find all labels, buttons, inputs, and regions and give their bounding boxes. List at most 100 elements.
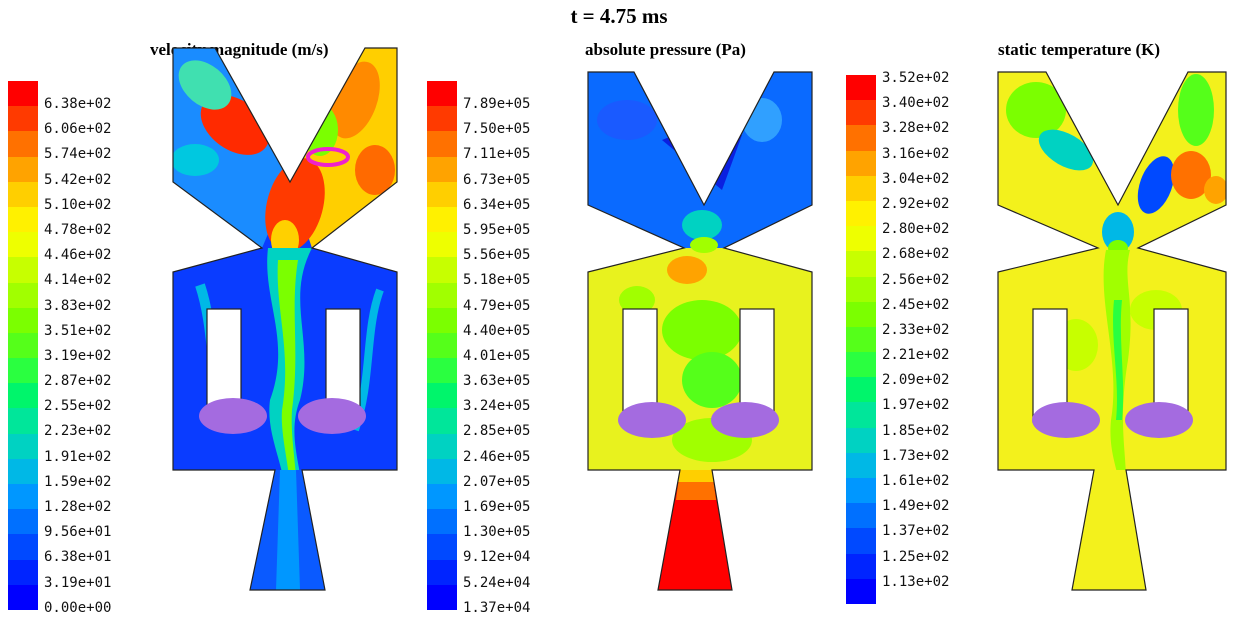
colorbar-tick-label: 2.21e+02 [882, 347, 950, 364]
velocity-panel: velocity magnitude (m/s) 6.38e+02 6.06e+0… [0, 0, 412, 616]
colorbar-swatch [427, 106, 457, 132]
colorbar-swatch [427, 332, 457, 359]
velocity-contour-plot [172, 47, 398, 591]
colorbar-tick-label: 5.10e+02 [44, 196, 112, 213]
colorbar-tick-label: 2.45e+02 [882, 296, 950, 313]
colorbar-swatch [427, 383, 457, 409]
colorbar-swatch [8, 307, 38, 333]
colorbar-swatch [427, 282, 457, 308]
colorbar-tick-label: 7.11e+05 [463, 146, 531, 163]
temperature-panel-title: static temperature (K) [998, 40, 1161, 59]
colorbar-tick-label: 3.63e+05 [463, 373, 531, 390]
colorbar-tick-label: 3.52e+02 [882, 70, 950, 86]
colorbar-swatch [846, 175, 876, 201]
colorbar-swatch [846, 200, 876, 227]
colorbar-tick-label: 6.34e+05 [463, 196, 531, 213]
colorbar-tick-label: 0.00e+00 [44, 599, 112, 616]
colorbar-tick-label: 3.19e+02 [44, 347, 112, 364]
colorbar-tick-label: 7.50e+05 [463, 121, 531, 138]
colorbar-tick-label: 1.59e+02 [44, 473, 112, 490]
colorbar-tick-label: 2.56e+02 [882, 271, 950, 288]
temperature-colorbar-ticks: 3.52e+02 3.40e+02 3.28e+02 3.16e+02 3.04e+02… [882, 66, 949, 595]
colorbar-tick-label: 2.87e+02 [44, 373, 112, 390]
colorbar-swatch [846, 553, 876, 579]
pressure-panel: absolute pressure (Pa) 7.89e+05 7.50e+05 7… [412, 0, 824, 616]
colorbar-tick-label: 5.18e+05 [463, 272, 531, 289]
colorbar-swatch [846, 100, 876, 126]
colorbar-swatch [427, 458, 457, 484]
colorbar-tick-label: 5.42e+02 [44, 171, 112, 188]
colorbar-swatch [846, 452, 876, 478]
colorbar-tick-label: 9.56e+01 [44, 524, 112, 541]
colorbar-swatch [846, 427, 876, 453]
colorbar-tick-label: 1.97e+02 [882, 397, 950, 414]
colorbar-tick-label: 2.09e+02 [882, 372, 950, 389]
colorbar-swatch [846, 402, 876, 428]
colorbar-tick-label: 2.23e+02 [44, 423, 112, 440]
colorbar-swatch [8, 81, 38, 107]
colorbar-tick-label: 6.38e+01 [44, 549, 112, 566]
colorbar-tick-label: 3.51e+02 [44, 322, 112, 339]
colorbar-swatch [8, 156, 38, 182]
colorbar-tick-label: 1.73e+02 [882, 447, 950, 464]
colorbar-swatch [846, 301, 876, 327]
colorbar-tick-label: 3.28e+02 [882, 120, 950, 137]
temperature-panel: static temperature (K) 3.52e+02 3.40e+02 3… [826, 0, 1238, 604]
colorbar-tick-label: 1.37e+04 [463, 599, 531, 616]
colorbar-tick-label: 2.33e+02 [882, 321, 950, 338]
colorbar-tick-label: 4.40e+05 [463, 322, 531, 339]
colorbar-swatch [8, 383, 38, 409]
colorbar-tick-label: 3.19e+01 [44, 574, 112, 591]
colorbar-swatch [846, 503, 876, 529]
colorbar-swatch [8, 358, 38, 384]
pressure-contour-plot [587, 71, 813, 591]
colorbar-tick-label: 1.91e+02 [44, 448, 112, 465]
colorbar-swatch [427, 484, 457, 510]
colorbar-swatch [427, 181, 457, 207]
colorbar-swatch [846, 326, 876, 353]
pressure-panel-title: absolute pressure (Pa) [585, 40, 746, 59]
colorbar-swatch [8, 332, 38, 359]
colorbar-tick-label: 1.25e+02 [882, 548, 950, 565]
colorbar-swatch [8, 509, 38, 535]
colorbar-swatch [8, 206, 38, 233]
velocity-colorbar-ticks: 6.38e+02 6.06e+02 5.74e+02 5.42e+02 5.10e+02… [44, 92, 111, 621]
colorbar-swatch [8, 106, 38, 132]
colorbar-swatch [427, 81, 457, 107]
colorbar-swatch [427, 131, 457, 157]
colorbar-tick-label: 4.46e+02 [44, 247, 112, 264]
colorbar-swatch [8, 282, 38, 308]
colorbar-tick-label: 1.61e+02 [882, 473, 950, 489]
colorbar-swatch [846, 125, 876, 151]
colorbar-swatch [427, 509, 457, 535]
colorbar-swatch [846, 75, 876, 101]
colorbar-swatch [846, 478, 876, 504]
colorbar-swatch [427, 307, 457, 333]
colorbar-swatch [846, 276, 876, 302]
colorbar-tick-label: 4.78e+02 [44, 221, 112, 238]
colorbar-swatch [8, 458, 38, 484]
colorbar-tick-label: 2.68e+02 [882, 246, 950, 263]
colorbar-tick-label: 1.49e+02 [882, 498, 950, 515]
colorbar-swatch [846, 150, 876, 176]
colorbar-tick-label: 3.04e+02 [882, 170, 950, 187]
colorbar-swatch [8, 534, 38, 560]
colorbar-tick-label: 1.37e+02 [882, 523, 950, 540]
colorbar-tick-label: 3.40e+02 [882, 95, 950, 112]
colorbar-swatch [8, 181, 38, 207]
colorbar-tick-label: 7.89e+05 [463, 96, 531, 112]
colorbar-tick-label: 4.14e+02 [44, 272, 112, 289]
colorbar-swatch [427, 433, 457, 459]
colorbar-tick-label: 5.95e+05 [463, 221, 531, 238]
colorbar-tick-label: 6.73e+05 [463, 171, 531, 188]
colorbar-tick-label: 4.79e+05 [463, 297, 531, 314]
colorbar-tick-label: 5.24e+04 [463, 574, 531, 591]
colorbar-swatch [846, 528, 876, 554]
colorbar-tick-label: 2.55e+02 [44, 398, 112, 415]
colorbar-swatch [8, 131, 38, 157]
colorbar-swatch [8, 257, 38, 283]
colorbar-tick-label: 4.01e+05 [463, 347, 531, 364]
colorbar-tick-label: 5.74e+02 [44, 146, 112, 163]
velocity-colorbar [8, 81, 38, 610]
colorbar-tick-label: 2.07e+05 [463, 473, 531, 490]
